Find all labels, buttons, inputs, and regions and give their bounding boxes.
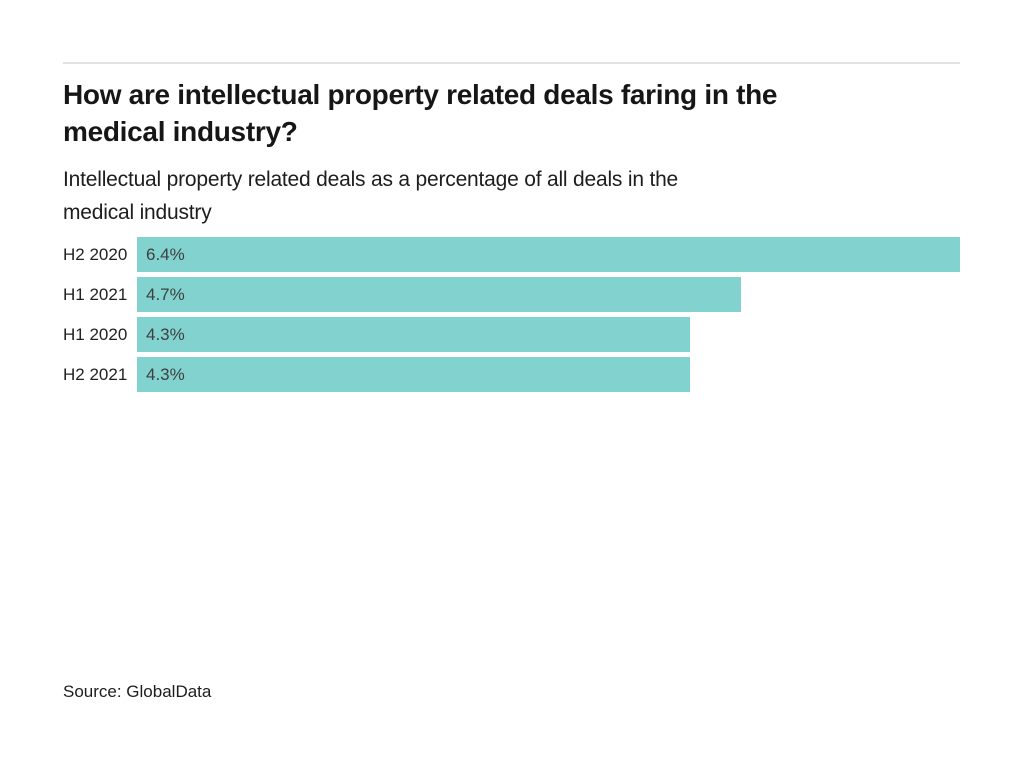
bar-value-label: 4.3% xyxy=(146,364,185,384)
page-title-line-2: medical industry? xyxy=(63,116,298,147)
bar-track: 4.7% xyxy=(137,277,960,312)
chart-subtitle-line-2: medical industry xyxy=(63,201,212,224)
chart-row: H1 2020 4.3% xyxy=(63,317,960,352)
category-label: H1 2021 xyxy=(63,285,128,304)
bar: 4.7% xyxy=(137,277,742,312)
bar: 4.3% xyxy=(137,357,690,392)
bar-value-label: 4.7% xyxy=(146,284,185,304)
category-label: H1 2020 xyxy=(63,325,128,344)
category-label: H2 2021 xyxy=(63,365,128,384)
bar-value-label: 6.4% xyxy=(146,244,185,264)
bar-track: 4.3% xyxy=(137,317,960,352)
chart-row: H2 2021 4.3% xyxy=(63,357,960,392)
chart-subtitle-line-1: Intellectual property related deals as a… xyxy=(63,168,679,191)
header-divider xyxy=(63,62,960,64)
bar: 4.3% xyxy=(137,317,690,352)
bar: 6.4% xyxy=(137,237,960,272)
chart-row: H2 2020 6.4% xyxy=(63,237,960,272)
page-title-line-1: How are intellectual property related de… xyxy=(63,79,778,110)
bar-chart: H2 2020 6.4% H1 2021 4.7% H1 2020 4.3% H… xyxy=(63,237,960,397)
source-attribution: Source: GlobalData xyxy=(63,682,212,701)
page-title: How are intellectual property related de… xyxy=(63,76,963,150)
bar-value-label: 4.3% xyxy=(146,324,185,344)
bar-track: 6.4% xyxy=(137,237,960,272)
chart-subtitle: Intellectual property related deals as a… xyxy=(63,163,963,229)
chart-row: H1 2021 4.7% xyxy=(63,277,960,312)
bar-track: 4.3% xyxy=(137,357,960,392)
category-label: H2 2020 xyxy=(63,245,128,264)
